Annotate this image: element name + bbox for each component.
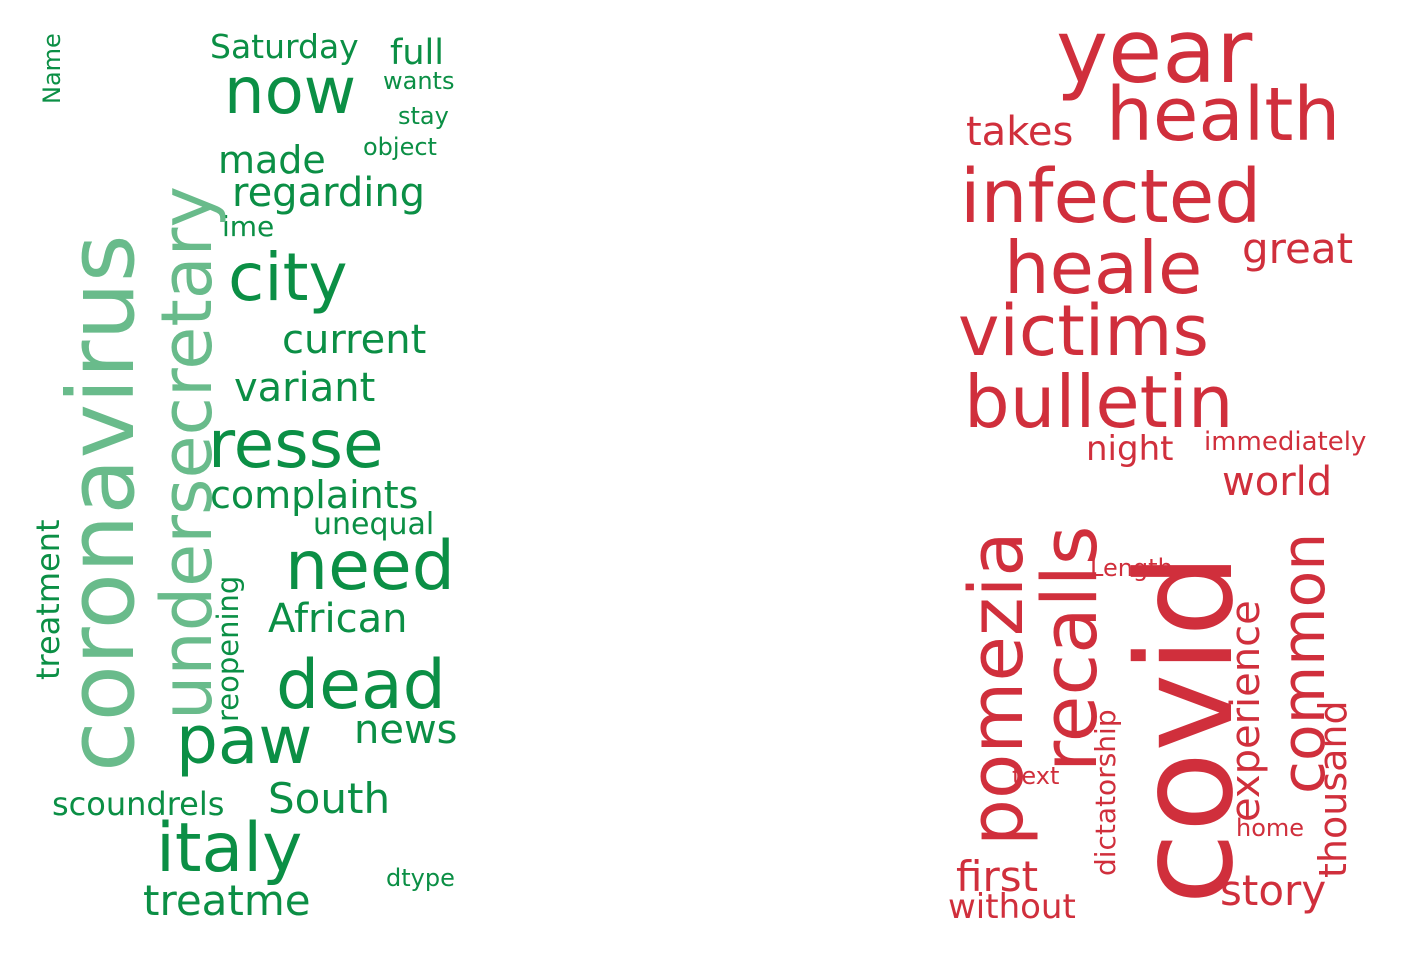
word-city: city (228, 239, 348, 316)
word-ime: ime (222, 210, 275, 243)
word-infected: infected (960, 154, 1262, 240)
right-word-cloud: year health takes infected heale great v… (920, 0, 1419, 966)
word-first: first (956, 852, 1039, 901)
word-bulletin: bulletin (964, 360, 1234, 444)
word-length: Length (1090, 554, 1173, 582)
word-victims: victims (958, 290, 1209, 372)
word-thousand: thousand (1311, 700, 1355, 878)
word-current: current (282, 317, 427, 363)
word-news: news (354, 707, 458, 753)
word-heale: heale (1004, 226, 1203, 310)
word-immediately: immediately (1204, 427, 1367, 457)
word-paw: paw (176, 702, 313, 779)
word-story: story (1220, 866, 1327, 915)
word-scoundrels: scoundrels (52, 785, 225, 823)
word-wants: wants (383, 67, 455, 95)
word-dtype: dtype (386, 864, 455, 892)
word-need: need (285, 527, 455, 606)
word-saturday: Saturday (210, 27, 359, 66)
word-name: Name (38, 33, 66, 104)
word-italy: italy (156, 809, 303, 888)
word-stay: stay (398, 102, 449, 130)
left-word-cloud: Saturday full now wants stay object made… (0, 0, 520, 966)
word-night: night (1086, 429, 1174, 469)
word-dictatorship: dictatorship (1089, 709, 1122, 876)
word-reopening: reopening (211, 575, 245, 722)
word-resse: resse (208, 406, 384, 483)
word-dead: dead (276, 646, 446, 725)
word-african: African (268, 596, 408, 642)
word-south: South (268, 774, 391, 823)
word-experience: experience (1223, 600, 1269, 822)
word-home: home (1236, 814, 1305, 842)
word-world: world (1222, 459, 1333, 505)
word-now: now (224, 55, 357, 129)
word-regarding: regarding (232, 170, 426, 216)
word-variant: variant (234, 365, 376, 411)
word-year: year (1056, 0, 1253, 103)
word-text: text (1012, 762, 1060, 790)
word-great: great (1242, 224, 1354, 273)
word-without: without (948, 887, 1076, 927)
word-treatme: treatme (143, 876, 311, 925)
word-object: object (363, 133, 437, 161)
word-unequal: unequal (313, 507, 435, 542)
word-pomezia: pomezia (954, 531, 1040, 846)
word-complaints: complaints (210, 473, 419, 517)
word-coronavirus: coronavirus (48, 234, 155, 772)
word-made: made (218, 138, 326, 182)
word-full: full (390, 33, 444, 73)
word-treatment: treatment (29, 519, 67, 680)
word-health: health (1106, 72, 1341, 158)
word-takes: takes (966, 109, 1074, 155)
